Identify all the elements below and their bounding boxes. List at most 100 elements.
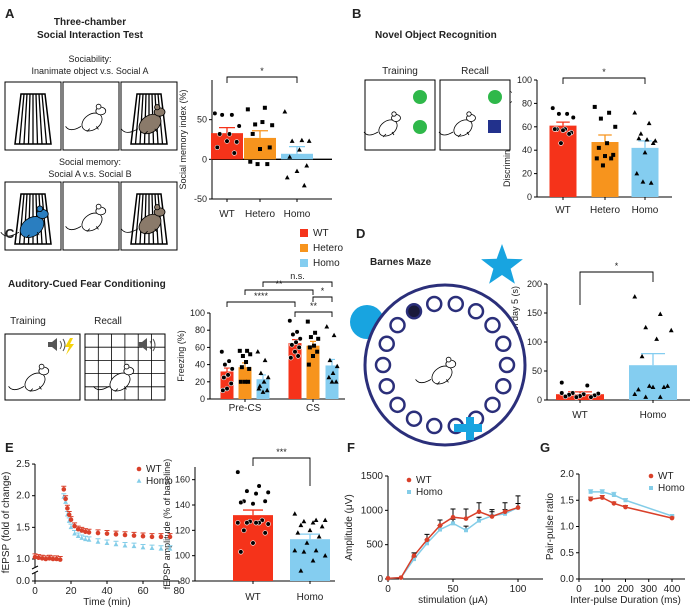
legend-label: Homo bbox=[658, 483, 685, 494]
data-point bbox=[652, 138, 658, 143]
x-tick-label: Homo bbox=[284, 209, 311, 220]
data-point bbox=[262, 105, 267, 110]
data-point bbox=[632, 110, 638, 115]
y-tick-label: 0 bbox=[200, 394, 205, 404]
data-point bbox=[298, 568, 304, 573]
data-point bbox=[566, 131, 572, 137]
data-point bbox=[79, 535, 85, 540]
data-point bbox=[489, 514, 495, 519]
data-point bbox=[43, 556, 49, 562]
legend-marker-WT bbox=[406, 477, 412, 483]
y-tick-label: 100 bbox=[190, 308, 205, 318]
error-bar bbox=[219, 126, 235, 134]
data-point bbox=[95, 539, 101, 544]
data-point bbox=[632, 294, 638, 299]
legend-marker-Homo bbox=[136, 478, 142, 483]
data-point bbox=[54, 556, 59, 562]
legend-label: Homo bbox=[416, 487, 443, 498]
x-tick-label: CS bbox=[306, 403, 320, 414]
y-tick-label: 1000 bbox=[361, 505, 384, 516]
data-point bbox=[219, 349, 225, 355]
error-bar bbox=[556, 121, 570, 126]
data-point bbox=[650, 140, 656, 145]
x-tick-label: Homo bbox=[297, 592, 324, 603]
panel-A-illustration: A Three-chamber Social Interaction Test Soc… bbox=[0, 6, 178, 251]
significance-bracket bbox=[312, 296, 333, 302]
condition-label: Social A v.s. Social B bbox=[48, 169, 131, 179]
panel-title: Social Interaction Test bbox=[37, 30, 144, 41]
panel-letter: D bbox=[356, 226, 365, 241]
mouse-illustration bbox=[8, 363, 50, 392]
legend-swatch-Homo bbox=[300, 259, 308, 267]
x-tick-label: Homo bbox=[632, 205, 659, 216]
y-tick-label: 0.5 bbox=[560, 548, 574, 559]
data-point bbox=[424, 537, 430, 543]
data-point bbox=[603, 154, 607, 159]
significance-bracket bbox=[252, 457, 311, 486]
condition-label: Social memory: bbox=[59, 157, 121, 167]
mouse-illustration bbox=[65, 103, 107, 132]
data-point bbox=[644, 137, 650, 142]
data-point bbox=[246, 379, 251, 384]
data-point bbox=[398, 575, 404, 580]
data-point bbox=[600, 489, 605, 494]
condition-label: Inanimate object v.s. Social A bbox=[32, 66, 149, 76]
legend-marker-Homo bbox=[649, 486, 653, 490]
data-point bbox=[287, 154, 293, 159]
y-tick-label: 1500 bbox=[361, 471, 384, 482]
data-point bbox=[463, 516, 469, 521]
y-axis-label: Amplitude (μV) bbox=[344, 494, 355, 560]
data-point bbox=[319, 523, 325, 529]
data-point bbox=[296, 344, 302, 351]
data-point bbox=[61, 487, 67, 492]
data-point bbox=[306, 138, 312, 143]
data-point bbox=[304, 540, 310, 545]
data-point bbox=[68, 524, 74, 530]
arena-recall bbox=[439, 79, 511, 151]
data-point bbox=[573, 394, 579, 400]
data-point bbox=[57, 557, 63, 562]
data-point bbox=[592, 104, 597, 109]
y-tick-label: 60 bbox=[522, 122, 532, 132]
data-point bbox=[294, 329, 300, 335]
data-point bbox=[639, 353, 645, 359]
panel-letter: E bbox=[5, 440, 14, 455]
data-point bbox=[256, 386, 262, 391]
panel-title: Three-chamber bbox=[54, 17, 126, 28]
error-bar bbox=[289, 145, 305, 154]
data-point bbox=[312, 343, 317, 348]
significance-label: ** bbox=[310, 301, 318, 311]
data-point bbox=[167, 534, 173, 540]
data-point bbox=[226, 131, 233, 137]
data-point bbox=[231, 150, 237, 156]
mouse-illustration bbox=[120, 204, 166, 235]
significance-label: * bbox=[602, 67, 606, 77]
panel-letter: C bbox=[5, 226, 15, 241]
y-tick-label: 80 bbox=[195, 325, 205, 335]
maze-hole bbox=[495, 377, 512, 395]
legend-label: WT bbox=[658, 471, 674, 482]
data-point bbox=[301, 182, 307, 188]
x-tick-label: 20 bbox=[65, 586, 77, 597]
data-point bbox=[262, 357, 268, 363]
data-point bbox=[613, 124, 618, 129]
data-point bbox=[640, 179, 646, 184]
data-point bbox=[75, 526, 81, 532]
phase-label: Training bbox=[382, 66, 418, 77]
legend-label: Homo bbox=[313, 258, 340, 269]
legend-swatch-Hetero bbox=[300, 244, 308, 252]
data-point bbox=[643, 394, 649, 399]
x-axis-label: stimulation (μA) bbox=[418, 595, 488, 606]
data-point bbox=[270, 123, 275, 128]
x-tick-label: 0 bbox=[576, 584, 582, 595]
y-tick-label: 0 bbox=[377, 574, 383, 585]
y-tick-label: 100 bbox=[517, 75, 532, 85]
data-point bbox=[588, 496, 593, 502]
data-point bbox=[238, 549, 244, 555]
error-bar bbox=[300, 533, 320, 540]
error-bar bbox=[252, 130, 268, 138]
data-point bbox=[297, 336, 303, 342]
data-point bbox=[599, 495, 605, 500]
